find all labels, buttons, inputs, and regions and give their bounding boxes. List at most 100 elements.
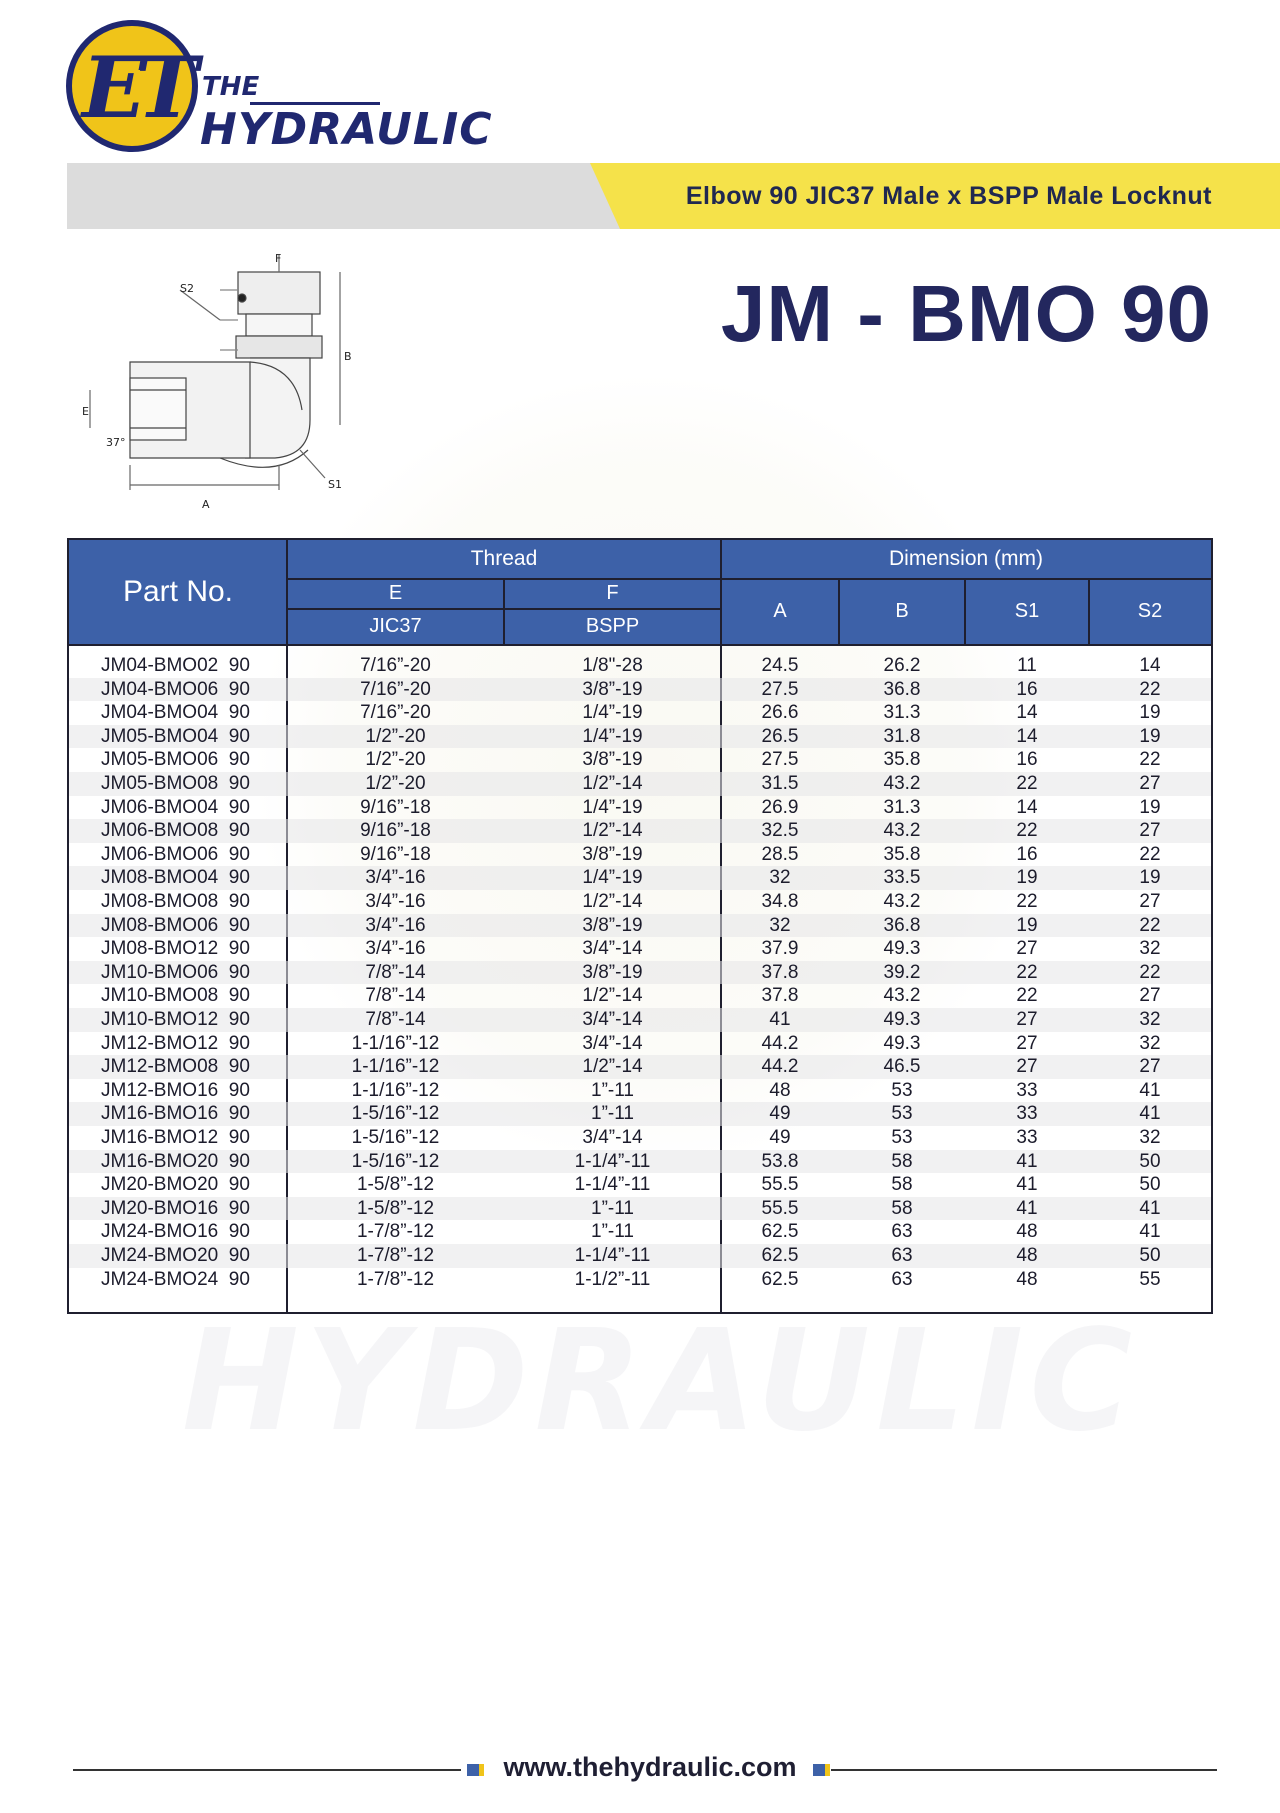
label-b: B (344, 350, 352, 363)
dim-s1-cell: 48 (1016, 1245, 1038, 1266)
dim-s2-cell: 22 (1139, 843, 1161, 865)
part-no-cell: JM10-BMO06 90 (101, 961, 250, 983)
dim-s1-cell: 22 (1016, 985, 1038, 1007)
footer-bullet-right-accent (825, 1764, 830, 1776)
label-s2: S2 (180, 282, 194, 295)
thread-f-cell: 1”-11 (591, 1221, 634, 1243)
thread-f-cell: 1/2”-14 (582, 891, 643, 912)
thread-e-cell: 9/16”-18 (360, 820, 431, 842)
thread-e-cell: 9/16”-18 (360, 843, 431, 865)
dim-a-cell: 49 (769, 1103, 791, 1125)
dim-s1-cell: 22 (1016, 961, 1038, 983)
table-row: JM24-BMO20 90 1-7/8”-12 1-1/4”-11 62.5 63 48 5… (69, 1244, 1211, 1268)
table-row: JM06-BMO06 90 9/16”-18 3/8”-19 28.5 35.8 16 22 (69, 843, 1211, 867)
dim-b-cell: 53 (891, 1127, 913, 1148)
dim-a-cell: 37.8 (761, 961, 799, 983)
table-row: JM08-BMO06 90 3/4”-16 3/8”-19 32 36.8 19 22 (69, 913, 1211, 938)
dim-a-cell: 26.6 (761, 702, 799, 724)
part-no-cell: JM16-BMO20 90 (101, 1150, 250, 1172)
dim-s1-cell: 33 (1016, 1127, 1038, 1148)
dim-s1-cell: 16 (1016, 749, 1038, 771)
thread-f-cell: 1”-11 (591, 1103, 634, 1125)
thread-f-cell: 1/4”-19 (582, 702, 643, 724)
dim-b-cell: 63 (891, 1268, 913, 1290)
table-row: JM12-BMO12 90 1-1/16”-12 3/4”-14 44.2 49.3 27… (69, 1032, 1211, 1056)
thread-f-cell: 1/4”-19 (582, 796, 643, 818)
thread-f-cell: 3/8”-19 (582, 749, 643, 771)
thread-e-cell: 1-5/16”-12 (351, 1127, 440, 1148)
thread-e-cell: 7/16”-20 (360, 678, 431, 700)
dim-s2-cell: 27 (1139, 985, 1161, 1007)
thread-e-cell: 1/2”-20 (365, 725, 426, 747)
dim-s2-cell: 27 (1139, 820, 1161, 842)
thread-e-cell: 3/4”-16 (365, 867, 426, 889)
dim-b-cell: 46.5 (883, 1056, 921, 1078)
part-no-cell: JM10-BMO12 90 (101, 1009, 250, 1030)
header-s1: S1 (1014, 599, 1040, 622)
logo-the: THE (202, 72, 260, 102)
label-s1: S1 (328, 478, 342, 491)
part-no-cell: JM24-BMO16 90 (101, 1221, 250, 1243)
part-no-cell: JM08-BMO04 90 (101, 867, 250, 889)
dim-s1-cell: 27 (1016, 1032, 1038, 1054)
dim-s2-cell: 55 (1139, 1268, 1161, 1290)
table-row: JM04-BMO06 90 7/16”-20 3/8”-19 27.5 36.8 16 22 (69, 677, 1211, 702)
dim-a-cell: 41 (769, 1009, 791, 1030)
dim-s2-cell: 32 (1139, 1127, 1161, 1148)
thread-e-cell: 7/16”-20 (360, 655, 431, 676)
part-no-cell: JM06-BMO08 90 (101, 820, 250, 842)
dim-s1-cell: 41 (1016, 1150, 1038, 1172)
dim-b-cell: 58 (891, 1174, 913, 1196)
dim-s2-cell: 19 (1139, 725, 1161, 747)
thread-e-cell: 9/16”-18 (360, 796, 431, 818)
dim-a-cell: 37.8 (761, 985, 799, 1007)
thread-e-cell: 7/8”-14 (365, 985, 426, 1007)
dim-s2-cell: 41 (1139, 1079, 1161, 1101)
dim-s2-cell: 27 (1139, 1056, 1161, 1078)
dim-b-cell: 36.8 (883, 914, 921, 936)
table-row: JM08-BMO08 90 3/4”-16 1/2”-14 34.8 43.2 22 27 (69, 890, 1211, 914)
thread-f-cell: 1/2”-14 (582, 773, 643, 794)
dim-s2-cell: 19 (1139, 702, 1161, 724)
dim-s2-cell: 50 (1139, 1245, 1161, 1266)
dim-s1-cell: 14 (1016, 796, 1038, 818)
thread-e-cell: 1-1/16”-12 (351, 1056, 440, 1078)
part-no-cell: JM24-BMO24 90 (101, 1268, 250, 1290)
dim-s1-cell: 41 (1016, 1197, 1038, 1219)
thread-e-cell: 1-7/8”-12 (356, 1268, 435, 1290)
dim-b-cell: 53 (891, 1079, 913, 1101)
dim-s2-cell: 32 (1139, 938, 1161, 960)
dim-s1-cell: 11 (1017, 655, 1037, 676)
fitting-drawing: F B S2 S1 E 37° A (82, 252, 352, 511)
thread-f-cell: 3/8”-19 (582, 678, 643, 700)
table-row: JM05-BMO04 90 1/2”-20 1/4”-19 26.5 31.8 14 19 (69, 724, 1211, 749)
thread-f-cell: 1/2”-14 (582, 820, 643, 842)
dim-s2-cell: 41 (1139, 1221, 1161, 1243)
model-title: JM - BMO 90 (720, 269, 1212, 358)
dim-s1-cell: 22 (1016, 820, 1038, 842)
thread-f-cell: 3/8”-19 (582, 843, 643, 865)
thread-e-cell: 1-5/16”-12 (351, 1103, 440, 1125)
dim-s1-cell: 48 (1016, 1221, 1038, 1243)
table-row: JM12-BMO16 90 1-1/16”-12 1”-11 48 53 33 41 (69, 1079, 1211, 1103)
thread-f-cell: 1”-11 (591, 1079, 634, 1101)
dim-a-cell: 32 (769, 914, 791, 936)
dim-s1-cell: 27 (1016, 1056, 1038, 1078)
thread-e-cell: 3/4”-16 (365, 938, 426, 960)
table-row: JM16-BMO20 90 1-5/16”-12 1-1/4”-11 53.8 58 41… (69, 1149, 1211, 1174)
thread-e-cell: 7/16”-20 (360, 702, 431, 724)
label-f: F (275, 252, 281, 265)
footer-bullet-left (467, 1764, 479, 1776)
logo-letters: ET (82, 38, 199, 137)
dim-s2-cell: 14 (1139, 655, 1161, 676)
label-angle: 37° (106, 436, 126, 449)
table-row: JM08-BMO04 90 3/4”-16 1/4”-19 32 33.5 19 19 (69, 866, 1211, 890)
dim-a-cell: 32.5 (761, 820, 799, 842)
header-divider (503, 578, 505, 644)
part-no-cell: JM05-BMO04 90 (101, 725, 250, 747)
dim-s1-cell: 19 (1016, 867, 1038, 889)
dim-s1-cell: 16 (1016, 678, 1038, 700)
thread-e-cell: 1-5/8”-12 (356, 1174, 435, 1196)
watermark-circle (250, 370, 1050, 1170)
dim-a-cell: 55.5 (761, 1174, 799, 1196)
